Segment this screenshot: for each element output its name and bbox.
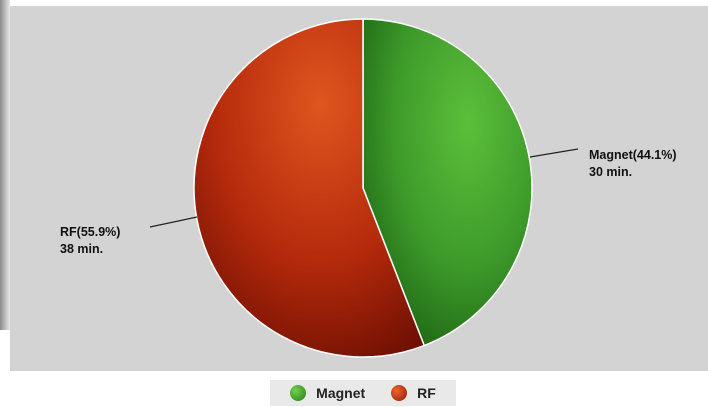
legend-swatch-rf [391, 385, 408, 401]
leader-line-magnet [529, 148, 579, 158]
legend-swatch-magnet [290, 385, 307, 401]
panel-shadow [0, 0, 10, 330]
slice-label-magnet: Magnet(44.1%) [589, 148, 677, 162]
slice-value-magnet: 30 min. [589, 165, 632, 179]
chart-legend: Magnet RF [270, 380, 456, 406]
pie-slice-magnet[interactable] [362, 18, 533, 347]
pie-slice-rf[interactable] [193, 18, 426, 358]
leader-line-rf [149, 216, 198, 228]
legend-item-magnet[interactable]: Magnet [290, 385, 365, 401]
legend-label-rf: RF [417, 385, 436, 401]
slice-label-rf: RF(55.9%) [60, 225, 120, 239]
legend-label-magnet: Magnet [316, 385, 366, 401]
legend-item-rf[interactable]: RF [391, 385, 436, 401]
slice-value-rf: 38 min. [60, 242, 103, 256]
